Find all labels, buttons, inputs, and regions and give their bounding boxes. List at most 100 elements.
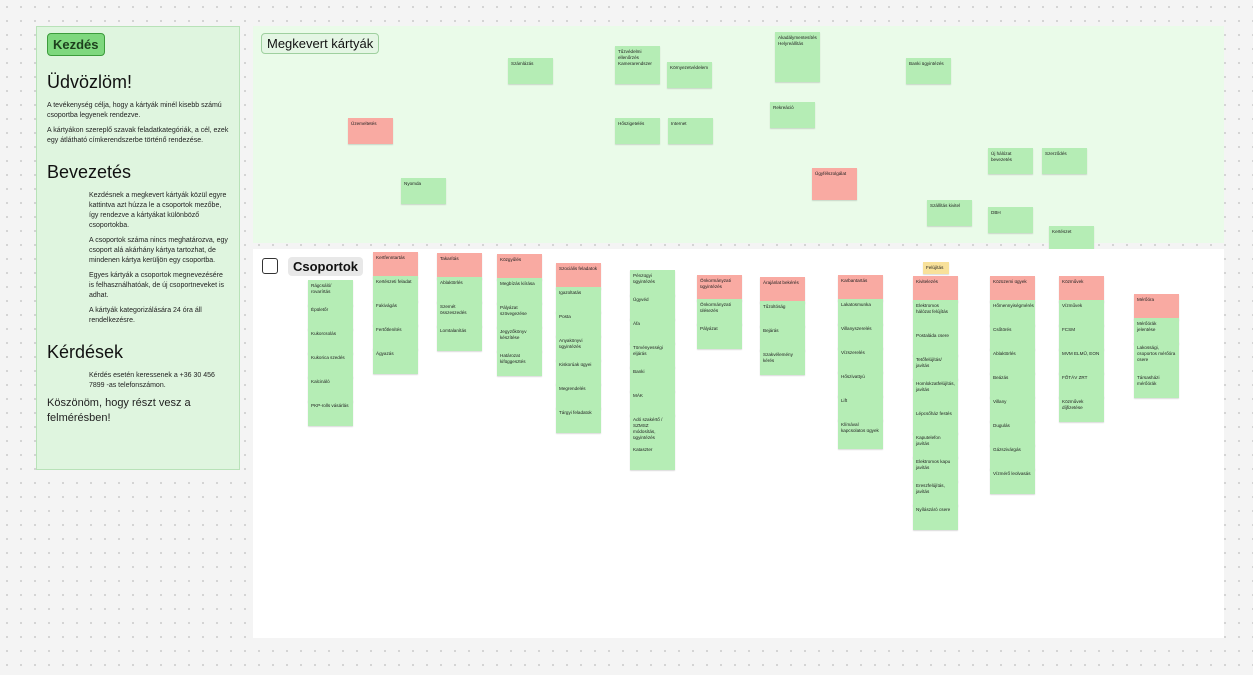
sticky-note[interactable]: Gázszivárgás <box>990 444 1035 470</box>
sticky-note[interactable]: Posta <box>556 311 601 337</box>
sticky-note[interactable]: Pályázat szövegezése <box>497 302 542 328</box>
sticky-note[interactable]: PKP-rolls vásárlás <box>308 400 353 426</box>
sticky-note[interactable]: MVM ELMŰ, EON <box>1059 348 1104 374</box>
sticky-note[interactable]: Társasházi mérőórák <box>1134 372 1179 398</box>
sticky-note[interactable]: Szakvélemény kérés <box>760 349 805 375</box>
sticky-note[interactable]: Nyílászáró csere <box>913 504 958 530</box>
sticky-note[interactable]: Igazoltatás <box>556 287 601 313</box>
sticky-note[interactable]: Pénzügyi ügyintézés <box>630 270 675 296</box>
sticky-note[interactable]: Kataszter <box>630 444 675 470</box>
sticky-note[interactable]: Felújítás <box>923 262 949 274</box>
sticky-note[interactable]: Ágyazás <box>373 348 418 374</box>
sticky-note[interactable]: Jegyzőkönyv készítése <box>497 326 542 352</box>
sticky-note[interactable]: Villanyszerelés <box>838 323 883 349</box>
sticky-note[interactable]: Környezetvédelem <box>667 62 712 88</box>
sticky-note[interactable]: Klímával kapcsolatos ügyek <box>838 419 883 449</box>
sticky-note[interactable]: Banki ügyintézés <box>906 58 951 84</box>
sticky-note[interactable]: FŐTÁV ZRT <box>1059 372 1104 398</box>
sticky-note[interactable]: Tűzoltóság <box>760 301 805 327</box>
sticky-note[interactable]: Üzemeltetés <box>348 118 393 144</box>
sticky-note[interactable]: Postaláda csere <box>913 330 958 356</box>
sticky-note[interactable]: Szerződés <box>1042 148 1087 174</box>
sticky-note[interactable]: Mérőórák jelentése <box>1134 318 1179 344</box>
sticky-note[interactable]: Beázás <box>990 372 1035 398</box>
sticky-note[interactable]: Áfa <box>630 318 675 344</box>
sticky-note[interactable]: Árajánlat bekérés <box>760 277 805 303</box>
sticky-note[interactable]: Vízszerelés <box>838 347 883 373</box>
sticky-note[interactable]: Kukorica szedés <box>308 352 353 378</box>
sticky-note[interactable]: Kivitelezés <box>913 276 958 302</box>
sticky-note[interactable]: Kertészet <box>1049 226 1094 252</box>
sticky-note[interactable]: Rágcsáló/ rovarírtás <box>308 280 353 306</box>
sticky-note[interactable]: Szociális feladatok <box>556 263 601 289</box>
sticky-note[interactable]: Szállítás kivitel <box>927 200 972 226</box>
sticky-note[interactable]: Internet <box>668 118 713 144</box>
sticky-note[interactable]: Fakivágás <box>373 300 418 326</box>
sticky-note[interactable]: Tetőfelújítás/ javítás <box>913 354 958 380</box>
sticky-note[interactable]: Rekreáció <box>770 102 815 128</box>
sticky-note[interactable]: Közgyűlés <box>497 254 542 280</box>
sticky-note[interactable]: Megrendelés <box>556 383 601 409</box>
sticky-note[interactable]: Hőszigetelés <box>615 118 660 144</box>
start-badge[interactable]: Kezdés <box>47 33 105 56</box>
sticky-note[interactable]: Nyomda <box>401 178 446 204</box>
sticky-note[interactable]: Ügyfélszolgálat <box>812 168 857 200</box>
sticky-note[interactable]: Új hálózat bevezetés <box>988 148 1033 174</box>
mixed-section: Megkevert kártyák Számlázás Tűzvédelmi el… <box>253 26 1224 252</box>
sticky-note[interactable]: Pályázat <box>697 323 742 349</box>
sticky-note[interactable]: Közművek <box>1059 276 1104 302</box>
sticky-note[interactable]: Villany <box>990 396 1035 422</box>
sticky-note[interactable]: Lakatosmunka <box>838 299 883 325</box>
sticky-note[interactable]: Tárgyi feladatok <box>556 407 601 433</box>
sticky-note[interactable]: Ügyvéd <box>630 294 675 320</box>
sticky-note[interactable]: Dugulás <box>990 420 1035 446</box>
sticky-note[interactable]: MÁK <box>630 390 675 416</box>
sticky-note[interactable]: Kalcináló <box>308 376 353 402</box>
sticky-note[interactable]: Vízmérő leolvasás <box>990 468 1035 494</box>
sticky-note[interactable]: Lomtalanítás <box>437 325 482 351</box>
sticky-note[interactable]: DBH <box>988 207 1033 233</box>
sticky-note[interactable]: Szemét összeszedés <box>437 301 482 327</box>
sticky-note[interactable]: Kiskorúak ügyei <box>556 359 601 385</box>
sticky-note[interactable]: Önkormányzati ügyintézés <box>697 275 742 301</box>
sticky-note[interactable]: Kukorcsolás <box>308 328 353 354</box>
sticky-note[interactable]: Anyakönyvi ügyintézés <box>556 335 601 361</box>
sticky-note[interactable]: Törvényességi eljárás <box>630 342 675 368</box>
sticky-note[interactable]: Kertfenntartás <box>373 252 418 278</box>
sticky-note[interactable]: Bejárás <box>760 325 805 351</box>
heading: Bevezetés <box>47 162 132 182</box>
sticky-note[interactable]: Elektromos hálózat felújítás <box>913 300 958 330</box>
sticky-note[interactable]: Lift <box>838 395 883 421</box>
sticky-note[interactable]: Elektromos kapu javítás <box>913 456 958 482</box>
sticky-note[interactable]: Lépcsőház festés <box>913 408 958 434</box>
sticky-note[interactable]: Lakossági, csoportos mérőóra csere <box>1134 342 1179 372</box>
sticky-note[interactable]: Vízművek <box>1059 300 1104 326</box>
sticky-note[interactable]: Ablaktörlés <box>990 348 1035 374</box>
sticky-note[interactable]: Banki <box>630 366 675 392</box>
sticky-note[interactable]: Adó szakértő / SZMSZ módosítás, ügyintéz… <box>630 414 675 444</box>
sticky-note[interactable]: Közművek díjfizetése <box>1059 396 1104 422</box>
sticky-note[interactable]: Hőszivattyú <box>838 371 883 397</box>
sticky-note[interactable]: Önkormányzati ülésezés <box>697 299 742 325</box>
sticky-note[interactable]: Ablaktörlés <box>437 277 482 303</box>
sticky-note[interactable]: Kertészeti feladat <box>373 276 418 302</box>
sticky-note[interactable]: Csőtörés <box>990 324 1035 350</box>
sticky-note[interactable]: FCSM <box>1059 324 1104 350</box>
sticky-note[interactable]: Épületőr <box>308 304 353 330</box>
sticky-note[interactable]: Akadálymentesítés Helyreállítás <box>775 32 820 82</box>
sticky-note[interactable]: Határozat kifüggesztés <box>497 350 542 376</box>
sticky-note[interactable]: Fertőtlenítés <box>373 324 418 350</box>
sticky-note[interactable]: Számlázás <box>508 58 553 84</box>
paragraph: Kezdésnek a megkevert kártyák közül egyr… <box>89 192 227 229</box>
paragraph: A kártyákon szereplő szavak feladatkateg… <box>47 127 229 144</box>
sticky-note[interactable]: Ereszfelújítás, javítás <box>913 480 958 506</box>
sticky-note[interactable]: Mérőóra <box>1134 294 1179 320</box>
sticky-note[interactable]: Takarítás <box>437 253 482 279</box>
sticky-note[interactable]: Tűzvédelmi ellenőrzés Kamerarendszer <box>615 46 660 84</box>
sticky-note[interactable]: Kaputelefon javítás <box>913 432 958 458</box>
sticky-note[interactable]: Megbízás kiírása <box>497 278 542 304</box>
sticky-note[interactable]: Homlokzatfelújítás, javítás <box>913 378 958 408</box>
sticky-note[interactable]: Közüzemi ügyek <box>990 276 1035 302</box>
sticky-note[interactable]: Hőmennyiségmérés <box>990 300 1035 326</box>
sticky-note[interactable]: Karbantartás <box>838 275 883 301</box>
